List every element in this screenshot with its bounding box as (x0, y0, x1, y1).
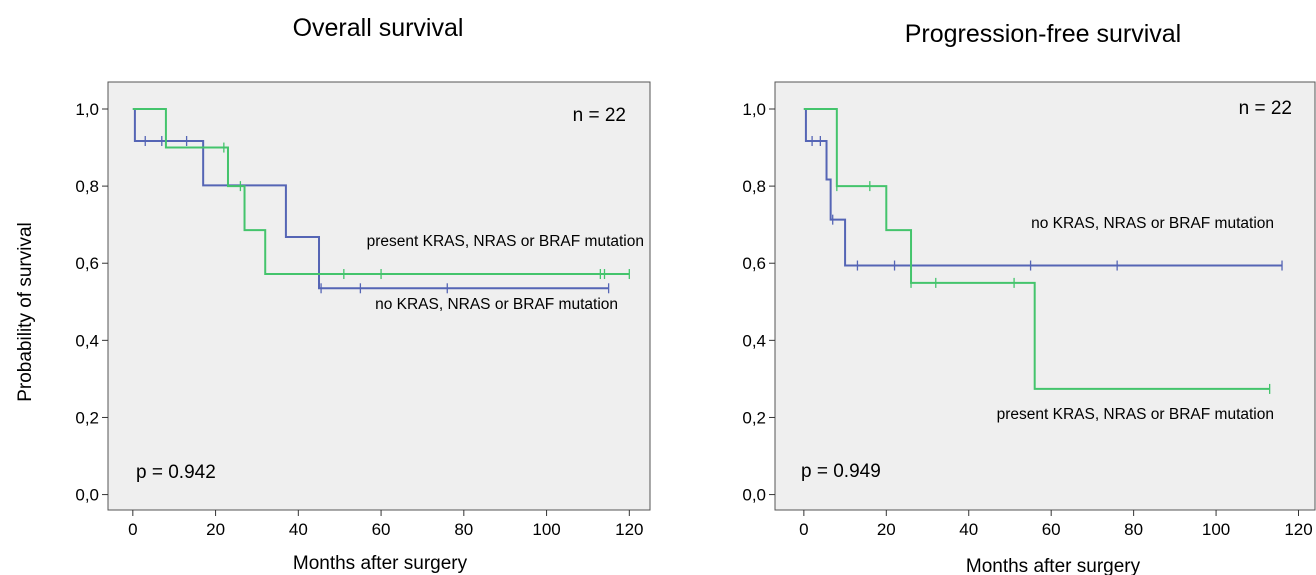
x-axis: 0 20 40 60 80 100 120 (799, 510, 1313, 539)
plot-area (107, 81, 651, 511)
survival-curves (803, 107, 1283, 394)
y-tick-label: 0,8 (75, 177, 99, 196)
series-label-mutation: present KRAS, NRAS or BRAF mutation (997, 406, 1274, 423)
y-axis: 0,0 0,2 0,4 0,6 0,8 1,0 (75, 100, 108, 505)
x-tick-label: 0 (799, 520, 808, 539)
x-tick-label: 20 (877, 520, 896, 539)
x-tick-label: 80 (1124, 520, 1143, 539)
progression-free-survival-panel: Progression-free survival 0,00,20,40,60,… (742, 20, 1316, 575)
series-label-no-mutation: no KRAS, NRAS or BRAF mutation (375, 296, 618, 313)
x-tick-label: 120 (1284, 520, 1312, 539)
y-tick-label: 0,4 (742, 331, 766, 350)
y-tick-label: 0,0 (75, 486, 99, 505)
y-tick-label: 0,6 (75, 254, 99, 273)
series-line-0 (803, 107, 1283, 267)
p-value-label: p = 0.949 (801, 461, 881, 482)
y-tick-label: 1,0 (75, 100, 99, 119)
x-tick-label: 20 (206, 520, 225, 539)
x-tick-label: 80 (454, 520, 473, 539)
y-tick-label: 1,0 (742, 100, 766, 119)
y-axis-label: Probability of survival (15, 222, 36, 402)
y-axis: 0,0 0,2 0,4 0,6 0,8 1,0 (742, 100, 775, 505)
y-tick-label: 0,2 (75, 408, 99, 427)
series-line-1 (132, 107, 630, 276)
y-tick-label: 0,2 (742, 408, 766, 427)
x-tick-label: 40 (289, 520, 308, 539)
sample-size-label: n = 22 (1239, 98, 1292, 119)
x-axis-label: Months after surgery (293, 553, 468, 574)
y-tick-label: 0,0 (742, 486, 766, 505)
x-tick-label: 0 (128, 520, 137, 539)
survival-curves (132, 107, 630, 294)
x-tick-label: 60 (1042, 520, 1061, 539)
plot-area (774, 81, 1316, 511)
overall-survival-panel: Overall survival 0,0 0,2 0,4 0,6 0,8 1,0 0 20 4… (15, 14, 651, 574)
series-label-no-mutation: no KRAS, NRAS or BRAF mutation (1031, 215, 1274, 232)
chart-title: Overall survival (293, 14, 464, 42)
series-line-1 (803, 107, 1270, 390)
x-tick-label: 100 (532, 520, 560, 539)
p-value-label: p = 0.942 (136, 462, 216, 483)
x-tick-label: 100 (1202, 520, 1230, 539)
x-tick-label: 120 (615, 520, 643, 539)
sample-size-label: n = 22 (573, 105, 626, 126)
y-tick-label: 0,6 (742, 254, 766, 273)
y-tick-label: 0,8 (742, 177, 766, 196)
series-label-mutation: present KRAS, NRAS or BRAF mutation (367, 233, 644, 250)
x-axis: 0 20 40 60 80 100 120 (128, 510, 644, 539)
x-tick-label: 40 (959, 520, 978, 539)
x-tick-label: 60 (372, 520, 391, 539)
chart-title: Progression-free survival (905, 20, 1182, 48)
y-tick-label: 0,4 (75, 331, 99, 350)
x-axis-label: Months after surgery (966, 556, 1141, 575)
